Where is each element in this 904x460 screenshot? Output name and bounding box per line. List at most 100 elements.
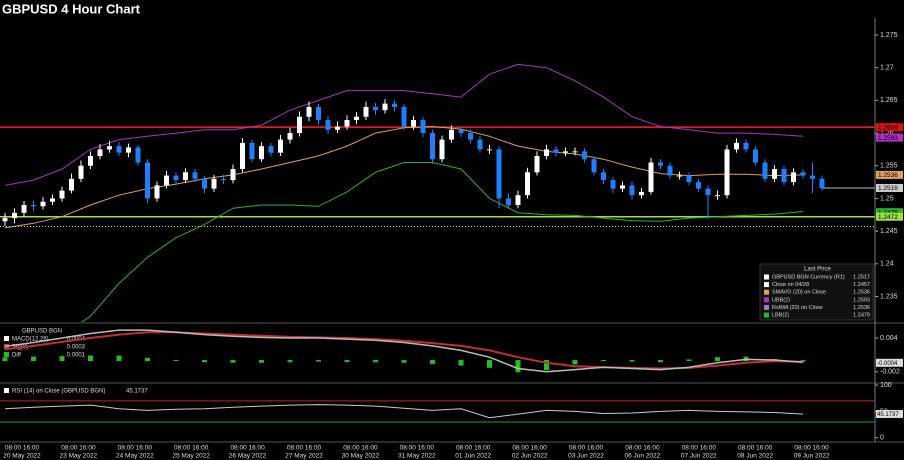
candle-body — [468, 133, 473, 140]
candle-body — [430, 133, 435, 160]
overlay-line — [81, 162, 804, 322]
price-tag — [876, 123, 903, 132]
candle-body — [819, 178, 825, 188]
y-tick-label: 1.275 — [880, 32, 898, 39]
legend-swatch — [764, 282, 769, 288]
candle-body — [534, 155, 540, 173]
candle-body — [401, 106, 407, 127]
x-date-label: 23 May 2022 — [60, 453, 98, 460]
diff-bar — [116, 355, 122, 362]
diff-bar — [487, 360, 492, 368]
diff-bar — [31, 356, 36, 362]
diff-bar — [2, 357, 8, 362]
diff-bar — [88, 355, 93, 362]
legend-value: 1.2457 — [853, 282, 870, 288]
x-time-label: 08:00 16:00 — [738, 445, 773, 452]
candle-body — [696, 182, 701, 189]
candle-body — [781, 169, 787, 183]
candle-body — [734, 142, 739, 150]
candle-body — [439, 139, 445, 160]
candle-body — [126, 147, 131, 153]
x-time-label: 08:00 16:00 — [682, 445, 717, 452]
x-time-label: 08:00 16:00 — [118, 445, 153, 452]
macd-line — [4, 329, 804, 373]
legend-value: 1.2517 — [853, 274, 870, 280]
macd-tag-label: -0.0004 — [877, 361, 898, 367]
y-tick-label: 0 — [880, 435, 884, 442]
candle-body — [658, 162, 663, 166]
legend-value: 1.2536 — [853, 305, 870, 311]
x-time-label: 08:00 16:00 — [794, 445, 829, 452]
price-tag — [876, 183, 903, 192]
y-tick-label: 1.255 — [880, 163, 898, 170]
candle-body — [382, 103, 388, 111]
x-date-label: 25 May 2022 — [172, 453, 210, 460]
candle-body — [145, 162, 150, 199]
candle-body — [373, 106, 378, 111]
candle-body — [316, 106, 321, 120]
candle-body — [97, 149, 103, 156]
diff-bar — [230, 360, 236, 363]
candle-body — [591, 159, 597, 173]
candle-body — [69, 178, 74, 191]
x-time-label: 08:00 16:00 — [400, 445, 435, 452]
legend-value: 0.0001 — [67, 353, 86, 359]
x-date-label: 01 Jun 2022 — [455, 453, 491, 460]
candle-body — [31, 204, 36, 207]
x-date-label: 31 May 2022 — [398, 453, 436, 460]
candle-body — [173, 175, 179, 181]
x-date-label: 24 May 2022 — [116, 453, 154, 460]
candle-body — [724, 149, 730, 196]
candle-body — [278, 139, 283, 153]
candle-body — [230, 169, 236, 181]
candle-body — [743, 142, 749, 150]
x-date-label: 30 May 2022 — [342, 453, 380, 460]
y-tick-label: 1.25 — [880, 195, 894, 202]
legend-name: MACD(12,26) — [12, 337, 49, 343]
x-time-label: 08:00 16:00 — [569, 445, 604, 452]
x-date-label: 02 Jun 2022 — [512, 453, 548, 460]
legend-swatch — [764, 312, 769, 318]
candle-body — [715, 195, 720, 197]
legend-name: LBB(2) — [772, 312, 789, 318]
candle-body — [221, 178, 226, 181]
macd-tag — [876, 358, 903, 367]
candle-body — [553, 149, 559, 153]
y-tick-label: 0.004 — [880, 335, 898, 342]
diff-bar — [59, 356, 65, 362]
candle-body — [211, 178, 217, 189]
candle-body — [363, 106, 369, 117]
candle-body — [2, 218, 8, 222]
candle-body — [753, 149, 758, 163]
price-tag-label: 1.2536 — [878, 172, 898, 179]
candle-body — [563, 151, 568, 153]
candle-body — [164, 175, 169, 186]
legend-name: GBPUSD BGN Currency (R1) — [772, 274, 845, 280]
candle-body — [411, 119, 416, 127]
diff-bar — [430, 360, 435, 364]
price-tag-label: 1.2593 — [878, 135, 898, 142]
candle-body — [496, 149, 502, 199]
candle-body — [620, 185, 625, 189]
candle-body — [116, 146, 122, 153]
candle-body — [610, 180, 616, 189]
rsi-tag-label: 45.1737 — [877, 412, 899, 418]
diff-bar — [145, 357, 150, 362]
candle-body — [59, 190, 65, 199]
x-time-label: 08:00 16:00 — [287, 445, 322, 452]
price-tag — [876, 208, 903, 217]
candle-body — [50, 198, 55, 202]
diff-bar — [601, 360, 606, 362]
candle-body — [686, 175, 692, 183]
x-time-label: 08:00 16:00 — [512, 445, 547, 452]
legend-value: 1.2593 — [853, 297, 870, 303]
y-tick-label: 1.27 — [880, 65, 894, 72]
legend-value: 1.2536 — [853, 290, 870, 296]
candle-body — [325, 119, 331, 130]
candle-body — [335, 126, 340, 130]
diff-bar — [344, 360, 350, 363]
x-date-label: 03 Jun 2022 — [568, 453, 604, 460]
y-tick-label: 1.26 — [880, 130, 894, 137]
y-tick-label: 1.235 — [880, 293, 898, 300]
